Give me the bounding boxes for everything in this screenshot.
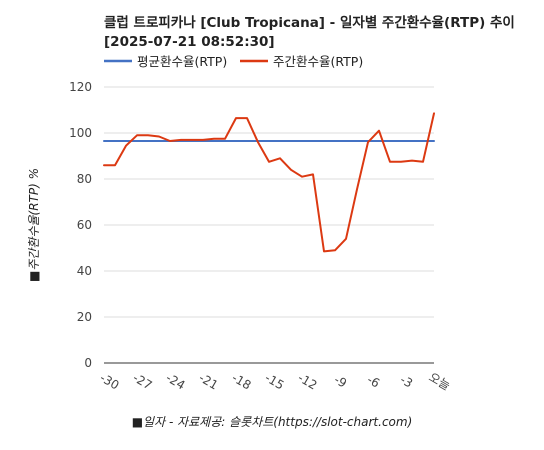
y-tick-label: 80	[77, 172, 92, 186]
legend-label-average: 평균환수율(RTP)	[137, 54, 227, 69]
x-tick-label: -27	[130, 371, 154, 393]
x-axis-label: ■일자 - 자료제공: 슬롯차트(https://slot-chart.com)	[132, 415, 413, 429]
y-tick-label: 120	[69, 80, 92, 94]
x-tick-label: -3	[398, 372, 415, 390]
x-tick-label: -21	[196, 371, 220, 393]
legend-label-weekly: 주간환수율(RTP)	[273, 54, 363, 69]
x-tick-label: -24	[163, 371, 187, 393]
x-tick-label: -6	[365, 372, 382, 390]
y-axis-label: ■주간환수율(RTP) %	[27, 168, 41, 282]
y-axis-ticks: 0 20 40 60 80 100 120	[69, 80, 92, 370]
y-tick-label: 0	[84, 356, 92, 370]
y-tick-label: 60	[77, 218, 92, 232]
x-tick-label: -9	[332, 372, 349, 390]
x-tick-label: -12	[295, 371, 319, 393]
series-lines	[103, 112, 435, 253]
y-tick-label: 100	[69, 126, 92, 140]
chart-title-line-1: 클럽 트로피카나 [Club Tropicana] - 일자별 주간환수율(RT…	[104, 14, 515, 31]
gridlines	[104, 86, 434, 364]
x-axis-ticks: -30 -27 -24 -21 -18 -15 -12 -9 -6 -3 오늘	[97, 370, 452, 393]
series-line-weekly	[103, 112, 435, 253]
x-tick-label: -15	[262, 371, 286, 393]
x-tick-label: -30	[97, 371, 121, 393]
x-tick-label: 오늘	[426, 370, 452, 393]
y-tick-label: 40	[77, 264, 92, 278]
chart-title-line-2: [2025-07-21 08:52:30]	[104, 34, 275, 50]
y-tick-label: 20	[77, 310, 92, 324]
x-tick-label: -18	[229, 371, 253, 393]
